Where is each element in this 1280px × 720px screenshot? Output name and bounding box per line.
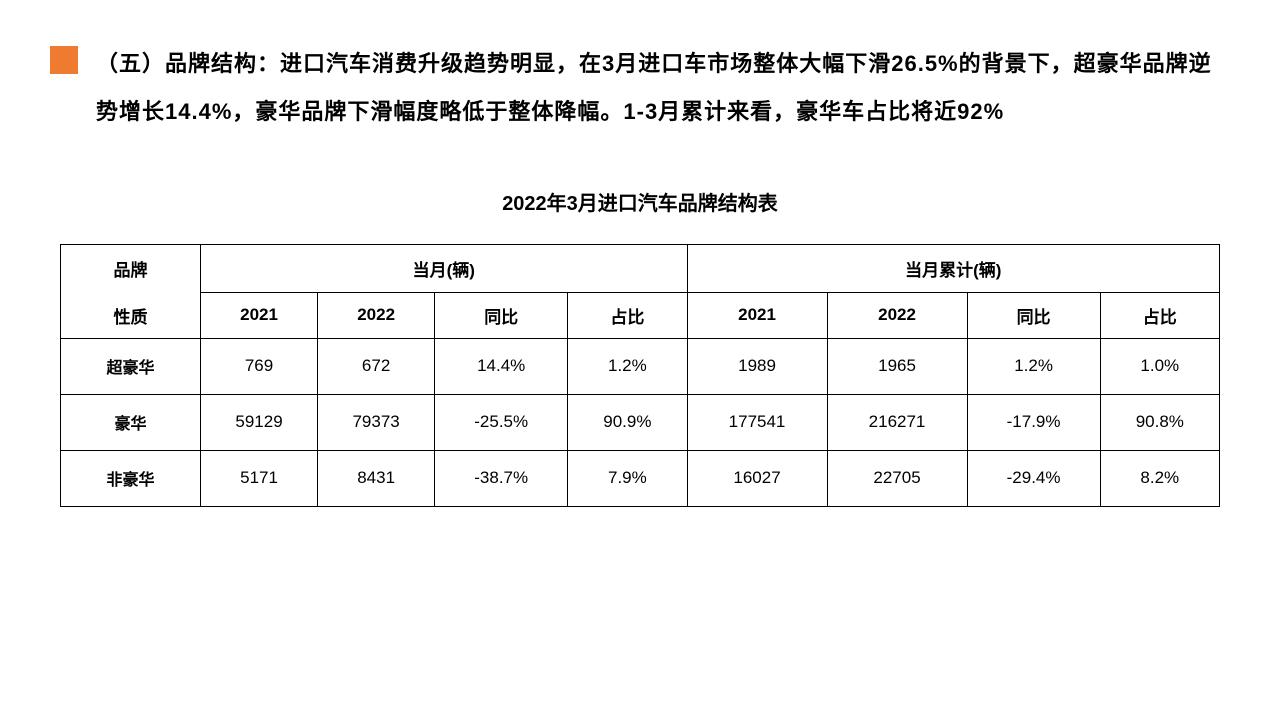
corner-label-2: 性质 — [114, 308, 148, 327]
cell: 769 — [201, 338, 318, 394]
cell: 8431 — [318, 450, 435, 506]
cell: -38.7% — [435, 450, 568, 506]
subhead: 占比 — [568, 292, 687, 338]
cell: 672 — [318, 338, 435, 394]
cell: 7.9% — [568, 450, 687, 506]
subhead: 2022 — [827, 292, 967, 338]
cell: -25.5% — [435, 394, 568, 450]
cell: 1.2% — [967, 338, 1100, 394]
row-label: 超豪华 — [61, 338, 201, 394]
corner-label-1: 品牌 — [114, 261, 148, 280]
headline-text: （五）品牌结构：进口汽车消费升级趋势明显，在3月进口车市场整体大幅下滑26.5%… — [96, 40, 1230, 137]
cell: 177541 — [687, 394, 827, 450]
subhead: 同比 — [967, 292, 1100, 338]
group-header-cumulative: 当月累计(辆) — [687, 244, 1219, 292]
subhead: 2021 — [687, 292, 827, 338]
row-label: 非豪华 — [61, 450, 201, 506]
section-header: （五）品牌结构：进口汽车消费升级趋势明显，在3月进口车市场整体大幅下滑26.5%… — [50, 40, 1230, 137]
subhead: 占比 — [1100, 292, 1219, 338]
cell: 59129 — [201, 394, 318, 450]
cell: 1.2% — [568, 338, 687, 394]
table-row: 非豪华 5171 8431 -38.7% 7.9% 16027 22705 -2… — [61, 450, 1220, 506]
cell: 5171 — [201, 450, 318, 506]
cell: 90.8% — [1100, 394, 1219, 450]
table-row: 超豪华 769 672 14.4% 1.2% 1989 1965 1.2% 1.… — [61, 338, 1220, 394]
cell: 22705 — [827, 450, 967, 506]
subhead: 2022 — [318, 292, 435, 338]
corner-header-top: 品牌 — [61, 244, 201, 292]
table-title: 2022年3月进口汽车品牌结构表 — [50, 187, 1230, 216]
cell: 8.2% — [1100, 450, 1219, 506]
cell: 16027 — [687, 450, 827, 506]
cell: -17.9% — [967, 394, 1100, 450]
corner-header-bottom: 性质 — [61, 292, 201, 338]
subhead: 同比 — [435, 292, 568, 338]
subhead: 2021 — [201, 292, 318, 338]
cell: 79373 — [318, 394, 435, 450]
cell: 1989 — [687, 338, 827, 394]
brand-structure-table: 品牌 当月(辆) 当月累计(辆) 性质 2021 2022 同比 占比 2021… — [60, 244, 1220, 507]
table-row: 豪华 59129 79373 -25.5% 90.9% 177541 21627… — [61, 394, 1220, 450]
row-label: 豪华 — [61, 394, 201, 450]
cell: 216271 — [827, 394, 967, 450]
bullet-icon — [50, 46, 78, 74]
cell: 90.9% — [568, 394, 687, 450]
cell: -29.4% — [967, 450, 1100, 506]
cell: 14.4% — [435, 338, 568, 394]
cell: 1965 — [827, 338, 967, 394]
cell: 1.0% — [1100, 338, 1219, 394]
group-header-month: 当月(辆) — [201, 244, 688, 292]
